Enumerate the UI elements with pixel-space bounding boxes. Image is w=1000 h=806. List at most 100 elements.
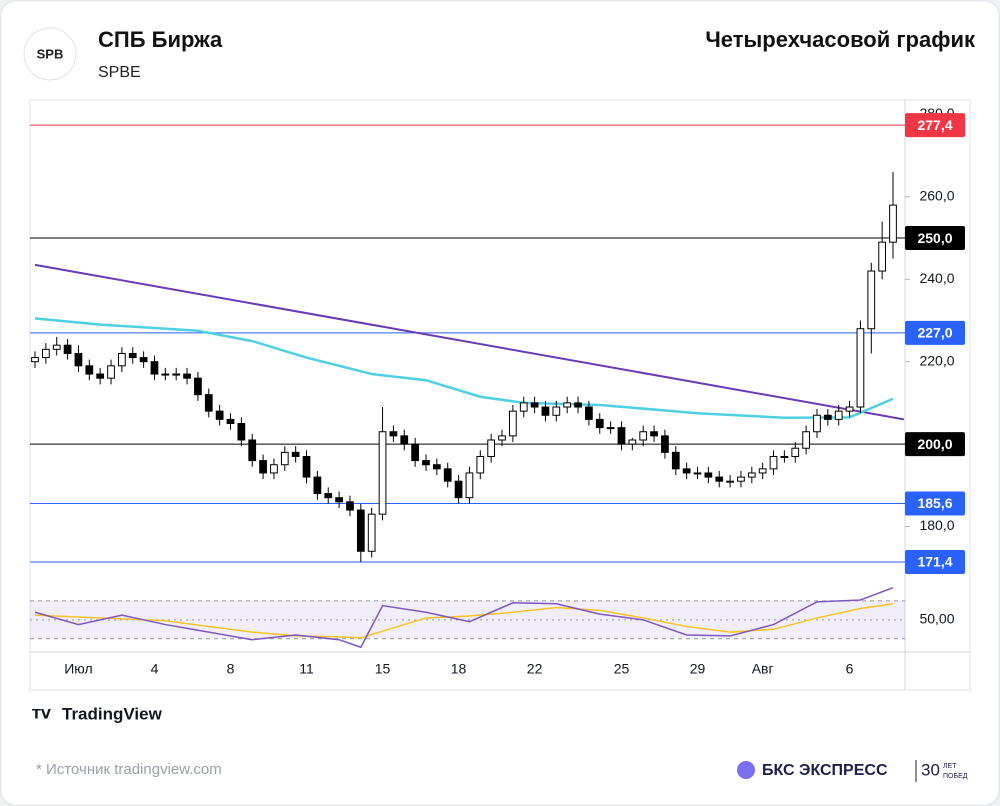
candle-body — [367, 513, 376, 552]
x-tick-label: 18 — [451, 661, 467, 677]
x-tick-label: 4 — [151, 661, 159, 677]
candle-body — [682, 468, 691, 474]
candle-body — [639, 431, 648, 441]
level-label-bg — [905, 226, 965, 251]
candle-body — [476, 455, 485, 474]
candle-body — [411, 443, 419, 462]
y-tick-label: 260,0 — [919, 188, 954, 204]
candle-body — [335, 497, 343, 503]
candle-body — [443, 468, 452, 482]
rsi-band — [30, 600, 905, 639]
level-label: 171,4 — [917, 554, 952, 570]
candle-body — [41, 348, 50, 359]
candle-body — [889, 204, 897, 243]
candle-body — [183, 373, 191, 379]
candle-body — [715, 476, 724, 482]
badge-number: 30 — [921, 760, 940, 779]
candle-body — [204, 394, 213, 412]
candle-body — [867, 270, 876, 330]
x-tick-label: 25 — [614, 661, 630, 677]
candle-body — [823, 414, 832, 420]
candle-body — [769, 455, 778, 470]
candle-body — [107, 365, 115, 379]
candle-body — [802, 431, 810, 449]
candle-body — [563, 402, 572, 408]
candle-body — [128, 352, 137, 359]
candle-body — [530, 402, 539, 408]
candle-body — [606, 427, 615, 430]
candle-body — [465, 472, 474, 499]
candle-body — [791, 447, 800, 457]
source: * Источник tradingview.com — [36, 761, 222, 778]
badge-text: ПОБЕД — [943, 773, 968, 780]
candle-body — [661, 435, 669, 453]
level-label-bg — [905, 491, 965, 516]
candle-body — [270, 464, 278, 474]
candle-body — [487, 439, 496, 457]
candle-body — [834, 410, 843, 420]
rsi-tick-label: 50,00 — [919, 611, 954, 627]
candle-body — [96, 373, 105, 379]
candle-body — [313, 476, 322, 495]
candle-body — [150, 361, 159, 375]
candle-body — [389, 431, 398, 437]
candle-body — [519, 402, 528, 412]
candle-body — [498, 435, 506, 441]
badge-text: ЛЕТ — [943, 763, 957, 770]
trendline — [34, 263, 905, 421]
candle-body — [878, 241, 887, 272]
x-tick-label: 8 — [227, 661, 235, 677]
candle-body — [302, 455, 311, 478]
candle-body — [595, 418, 604, 429]
candle-body — [346, 501, 354, 511]
subtitle: SPBE — [98, 64, 141, 81]
x-tick-label: 29 — [690, 661, 706, 677]
candle-body — [400, 435, 409, 445]
candle-body — [31, 357, 39, 363]
level-label: 227,0 — [917, 325, 952, 341]
candle-body — [856, 328, 865, 408]
candle-body — [541, 406, 550, 416]
level-label: 277,4 — [917, 117, 952, 133]
x-tick-label: 15 — [375, 661, 391, 677]
candle-body — [280, 451, 289, 466]
level-label: 185,6 — [917, 495, 952, 511]
candle-body — [52, 344, 61, 350]
candle-body — [585, 406, 593, 420]
logo-circle — [23, 27, 77, 81]
x-tick-label: Авг — [752, 661, 774, 677]
candle-body — [758, 468, 767, 474]
y-tick-label: 240,0 — [919, 270, 954, 286]
rsi-line — [34, 586, 894, 649]
candle-body — [552, 406, 561, 416]
candle-body — [422, 460, 430, 466]
candle-body — [628, 439, 637, 445]
level-label-bg — [905, 432, 965, 457]
level-label-bg — [905, 320, 965, 345]
candle-body — [574, 402, 582, 408]
candle-body — [74, 352, 83, 367]
tv-icon: 𝗧𝗩 — [32, 706, 51, 721]
level-label: 200,0 — [917, 436, 952, 452]
candle-body — [813, 414, 821, 433]
logo: SPB — [37, 46, 64, 61]
candle-body — [737, 476, 745, 482]
title: СПБ Биржа — [98, 27, 223, 52]
candle-body — [747, 472, 756, 478]
candle-body — [259, 460, 267, 474]
candle-body — [161, 373, 170, 376]
candle-body — [226, 418, 235, 425]
brand: TradingView — [62, 704, 163, 723]
candle-body — [780, 455, 789, 458]
candle-body — [650, 431, 658, 437]
candle-body — [324, 493, 333, 499]
candle-body — [356, 509, 365, 552]
x-tick-label: 22 — [527, 661, 543, 677]
candle-body — [845, 406, 854, 412]
company: БКС ЭКСПРЕСС — [762, 762, 888, 779]
candle-body — [378, 431, 387, 515]
candle-body — [617, 427, 626, 445]
